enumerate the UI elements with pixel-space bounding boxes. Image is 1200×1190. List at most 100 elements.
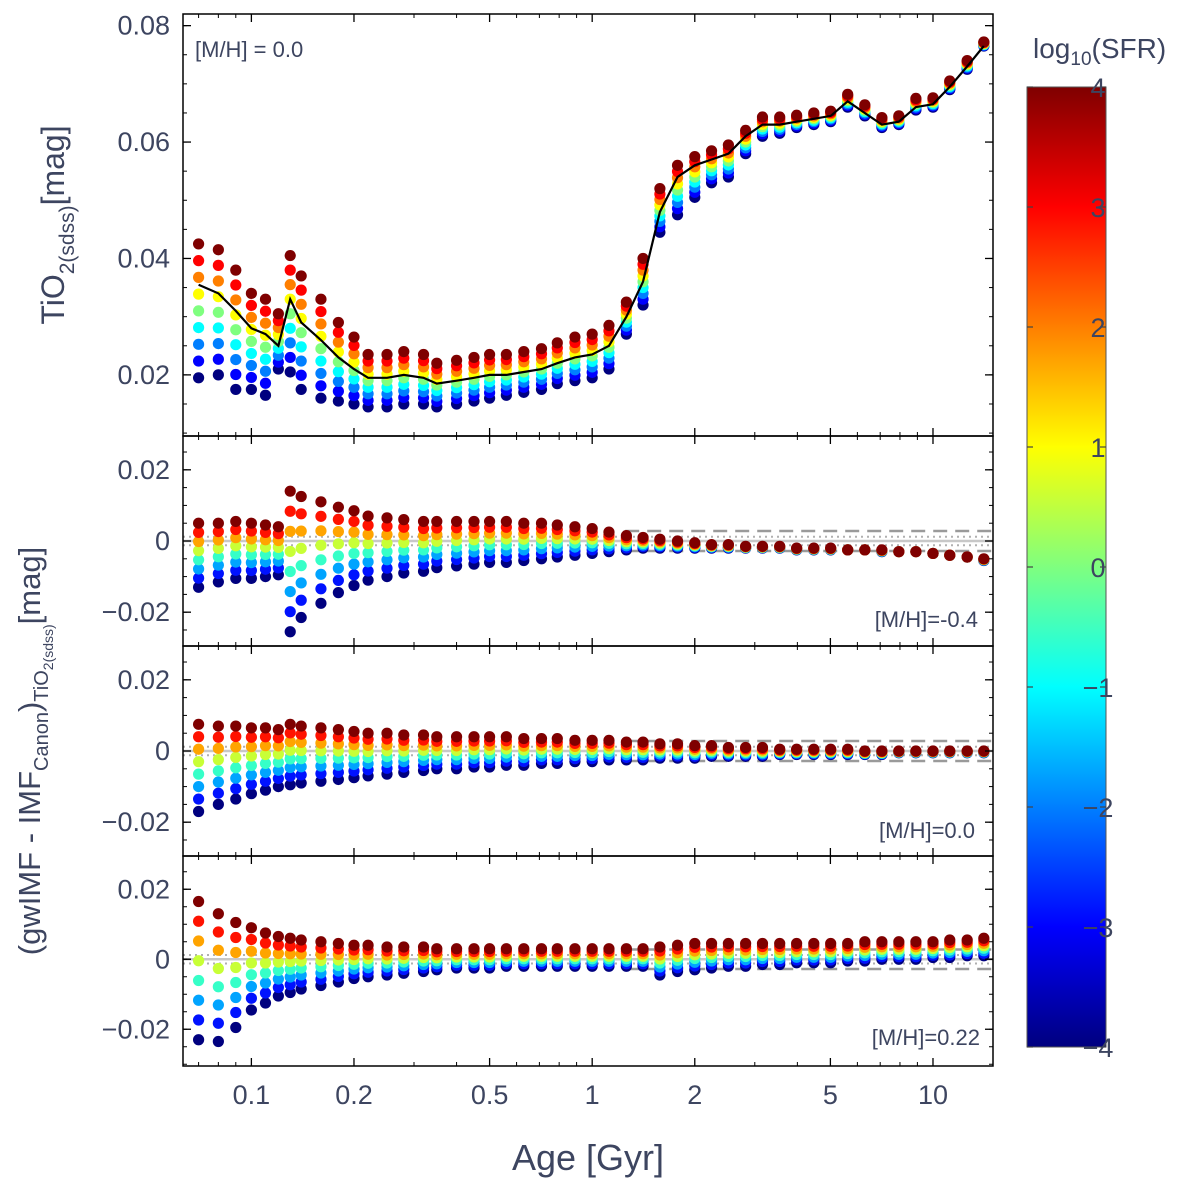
sfr-point <box>417 729 430 741</box>
sfr-point <box>381 941 393 953</box>
sfr-point <box>791 109 803 121</box>
sfr-point <box>245 759 257 772</box>
sfr-point <box>315 380 327 392</box>
sfr-point <box>230 991 242 1004</box>
sfr-point <box>842 743 854 755</box>
sfr-point <box>381 537 393 549</box>
sfr-point <box>245 347 257 360</box>
sfr-point <box>295 355 307 367</box>
sfr-point <box>192 756 205 768</box>
sfr-point <box>398 941 410 953</box>
sfr-point <box>417 941 430 953</box>
sfr-point <box>192 554 205 566</box>
sfr-point <box>332 937 344 950</box>
sfr-point <box>348 390 360 402</box>
sfr-point <box>431 515 443 528</box>
colorbar-tick-label: 2 <box>1090 313 1105 343</box>
sfr-point <box>284 735 296 748</box>
sfr-point <box>859 936 871 948</box>
sfr-point <box>192 526 205 538</box>
sfr-point <box>332 513 344 525</box>
sfr-point <box>192 994 205 1006</box>
sfr-point <box>791 542 803 554</box>
sfr-point <box>483 515 496 528</box>
sfr-point <box>259 317 272 329</box>
sfr-point <box>295 270 307 282</box>
sfr-point <box>245 371 257 384</box>
sfr-point <box>791 937 803 950</box>
sfr-point <box>212 787 224 799</box>
sfr-point <box>272 740 284 752</box>
sfr-point <box>535 517 548 529</box>
sfr-point <box>654 533 666 545</box>
sfr-point <box>637 531 649 544</box>
sfr-point <box>245 525 257 537</box>
sfr-point <box>212 576 224 588</box>
sfr-point <box>284 626 296 638</box>
sfr-point <box>551 732 563 745</box>
sfr-point <box>212 322 224 334</box>
sfr-point <box>483 943 496 955</box>
scatter-points <box>192 485 990 638</box>
sfr-point <box>825 743 837 755</box>
sfr-point <box>756 540 769 552</box>
sfr-point <box>284 727 296 739</box>
sfr-point <box>192 563 205 575</box>
sfr-point <box>272 956 284 968</box>
sfr-point <box>245 572 257 584</box>
sfr-point <box>295 769 307 781</box>
sfr-point <box>230 540 242 552</box>
sfr-point <box>212 306 224 318</box>
sfr-point <box>431 357 443 369</box>
sfr-point <box>295 490 307 503</box>
sfr-point <box>756 111 769 123</box>
sfr-point <box>295 720 307 732</box>
sfr-point <box>212 559 224 571</box>
sfr-point <box>212 259 224 271</box>
sfr-point <box>774 111 786 123</box>
sfr-point <box>348 558 360 570</box>
y-tick-label: 0 <box>155 526 170 556</box>
y-title-close: ) <box>12 702 47 712</box>
sfr-point <box>284 505 296 517</box>
sfr-point <box>893 745 905 757</box>
sfr-point <box>259 519 272 531</box>
sfr-point <box>192 255 205 267</box>
panel-frame <box>182 855 994 1067</box>
sfr-point <box>212 731 224 743</box>
sfr-point <box>245 359 257 372</box>
sfr-point <box>483 348 496 361</box>
y-title-sub-sdss: 2(sdss) <box>40 624 56 670</box>
sfr-point <box>212 926 224 938</box>
sfr-point <box>362 547 374 559</box>
sfr-point <box>654 941 666 953</box>
sfr-point <box>272 756 284 768</box>
colorbar-title-post: (SFR) <box>1092 33 1167 64</box>
sfr-point <box>620 530 632 542</box>
sfr-point <box>450 943 463 955</box>
sfr-point <box>245 557 257 569</box>
sfr-point <box>284 986 296 999</box>
sfr-point <box>272 973 284 985</box>
sfr-point <box>332 385 344 397</box>
sfr-point <box>671 159 684 171</box>
sfr-point <box>192 718 205 730</box>
sfr-point <box>272 780 284 793</box>
sfr-point <box>791 743 803 755</box>
top-y-axis-title: TiO2(sdss)[mag] <box>35 125 79 324</box>
sfr-point <box>295 525 307 537</box>
sfr-point <box>295 728 307 740</box>
sfr-point <box>431 943 443 955</box>
sfr-point <box>212 567 224 580</box>
y-tick-label: 0 <box>155 736 170 766</box>
sfr-point <box>192 935 205 947</box>
sfr-point <box>259 957 272 969</box>
sfr-point <box>272 947 284 960</box>
sfr-point <box>620 943 632 955</box>
sfr-point <box>978 932 990 944</box>
sfr-point <box>295 298 307 310</box>
sfr-point <box>637 736 649 748</box>
sfr-point <box>284 264 296 276</box>
sfr-point <box>398 346 410 358</box>
